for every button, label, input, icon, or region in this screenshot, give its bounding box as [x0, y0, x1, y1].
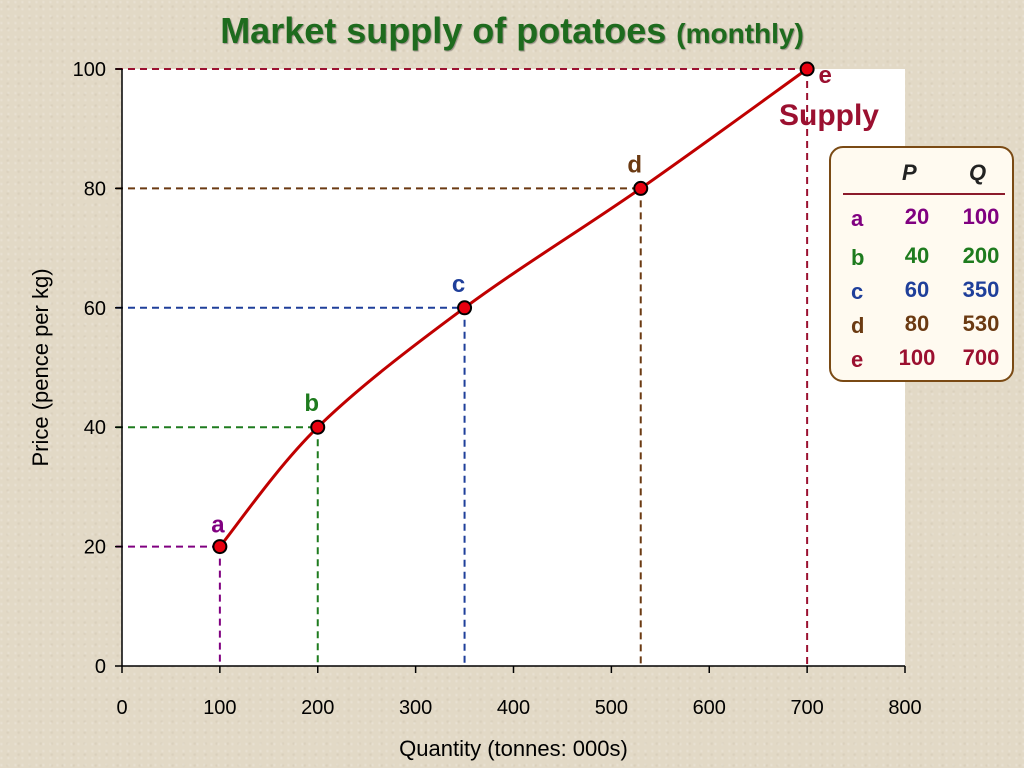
table-cell-label-c: c [851, 279, 864, 304]
title-sub: (monthly) [676, 18, 804, 49]
data-table: P Q a 20 100 b 40 200 c 60 350 d 80 530 e 100 700 [829, 146, 1014, 382]
x-tick-label-800: 800 [888, 697, 921, 719]
title-main: Market supply of potatoes [220, 10, 667, 51]
point-label-c: c [452, 271, 465, 298]
point-label-e: e [818, 62, 831, 89]
table-cell-label-a: a [851, 206, 864, 231]
data-point-d [633, 180, 649, 196]
y-tick-label-80: 80 [84, 178, 106, 200]
table-header-q: Q [969, 160, 987, 185]
table-header-p: P [902, 160, 917, 185]
table-cell-q-c: 350 [962, 277, 1000, 302]
y-axis-label: Price (pence per kg) [28, 268, 53, 466]
x-tick-label-400: 400 [497, 697, 530, 719]
x-axis-label: Quantity (tonnes: 000s) [399, 736, 628, 761]
x-tick-label-100: 100 [203, 697, 236, 719]
table-cell-label-b: b [851, 245, 865, 270]
chart-title: Market supply of potatoes (monthly) [0, 10, 1024, 52]
x-tick-label-600: 600 [693, 697, 726, 719]
data-point-c [457, 300, 473, 316]
table-cell-p-a: 20 [904, 204, 930, 229]
point-label-d: d [627, 151, 642, 178]
y-tick-label-20: 20 [84, 537, 106, 559]
table-cell-p-b: 40 [904, 243, 930, 268]
y-tick-label-40: 40 [84, 417, 106, 439]
point-label-b: b [304, 390, 319, 417]
y-tick-label-0: 0 [95, 656, 106, 678]
table-cell-p-c: 60 [904, 277, 930, 302]
point-label-a: a [211, 512, 225, 539]
table-cell-q-a: 100 [962, 204, 1000, 229]
y-tick-label-60: 60 [84, 298, 106, 320]
table-cell-q-b: 200 [962, 243, 1000, 268]
table-header-rule [843, 193, 1005, 195]
table-cell-p-e: 100 [898, 345, 936, 370]
table-cell-p-d: 80 [904, 311, 930, 336]
data-point-e [799, 61, 815, 77]
table-cell-label-e: e [851, 347, 864, 372]
x-tick-label-0: 0 [116, 697, 127, 719]
table-cell-q-d: 530 [962, 311, 1000, 336]
x-tick-label-700: 700 [790, 697, 823, 719]
y-tick-label-100: 100 [73, 59, 106, 81]
table-cell-q-e: 700 [962, 345, 1000, 370]
x-tick-label-300: 300 [399, 697, 432, 719]
x-tick-label-500: 500 [595, 697, 628, 719]
data-point-a [212, 539, 228, 555]
data-point-b [310, 419, 326, 435]
supply-curve-label: Supply [779, 99, 879, 132]
table-cell-label-d: d [851, 313, 865, 338]
plot-area [122, 69, 905, 666]
x-tick-label-200: 200 [301, 697, 334, 719]
